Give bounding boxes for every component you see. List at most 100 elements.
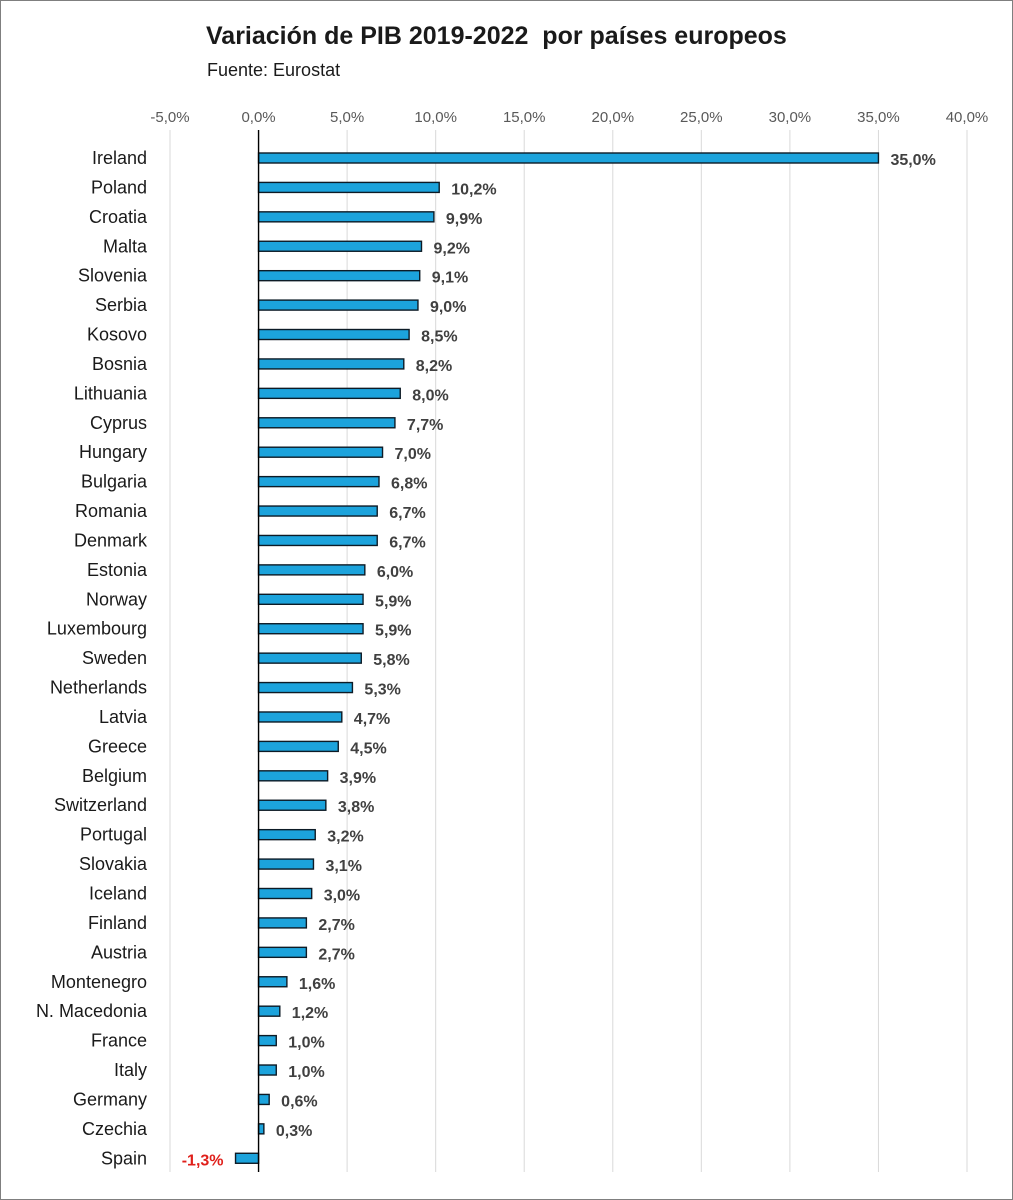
data-label: 6,8% bbox=[391, 476, 427, 493]
bar bbox=[257, 652, 362, 664]
bar bbox=[257, 505, 378, 517]
bar bbox=[234, 1152, 260, 1164]
bar bbox=[257, 711, 343, 723]
category-label: Germany bbox=[73, 1089, 147, 1109]
bar bbox=[257, 269, 421, 282]
category-label: Croatia bbox=[89, 207, 148, 227]
category-label: Switzerland bbox=[54, 795, 147, 815]
bar bbox=[257, 534, 378, 547]
data-label: 0,6% bbox=[281, 1093, 317, 1110]
data-label: 4,7% bbox=[354, 711, 390, 728]
data-label: 8,2% bbox=[416, 358, 452, 375]
category-label: Kosovo bbox=[87, 325, 147, 345]
bar bbox=[257, 211, 435, 223]
data-label: 3,1% bbox=[325, 858, 361, 875]
bar bbox=[257, 976, 288, 988]
category-label: Serbia bbox=[95, 295, 148, 315]
x-axis-ticks: -5,0% 0,0% 5,0% 10,0% 15,0% 20,0% 25,0% 30,0% 35… bbox=[150, 109, 988, 126]
data-label: 7,7% bbox=[407, 417, 443, 434]
bar bbox=[257, 828, 316, 841]
category-label: Bosnia bbox=[92, 354, 148, 374]
data-label: 3,8% bbox=[338, 799, 374, 816]
data-label: 6,7% bbox=[389, 534, 425, 551]
data-label: 3,9% bbox=[340, 770, 376, 787]
bar bbox=[257, 623, 364, 635]
bar bbox=[257, 152, 880, 164]
x-tick-label: -5,0% bbox=[150, 109, 189, 126]
category-label: Denmark bbox=[74, 530, 148, 550]
x-tick-label: 35,0% bbox=[857, 109, 900, 126]
data-label: 4,5% bbox=[350, 740, 386, 757]
data-label: -1,3% bbox=[182, 1152, 224, 1169]
bar bbox=[257, 799, 327, 811]
bar bbox=[257, 564, 366, 576]
data-label: 1,0% bbox=[288, 1064, 324, 1081]
category-label: Slovenia bbox=[78, 266, 148, 286]
bar bbox=[257, 475, 380, 488]
bar bbox=[257, 740, 339, 753]
category-label: Montenegro bbox=[51, 972, 147, 992]
data-label: 0,3% bbox=[276, 1123, 312, 1140]
category-label: Latvia bbox=[99, 707, 148, 727]
data-label: 8,0% bbox=[412, 387, 448, 404]
bar bbox=[257, 858, 315, 870]
bar bbox=[257, 946, 308, 959]
x-tick-label: 15,0% bbox=[503, 109, 546, 126]
category-label: Portugal bbox=[80, 825, 147, 845]
category-label: Sweden bbox=[82, 648, 147, 668]
category-label: Romania bbox=[75, 501, 148, 521]
data-label: 1,0% bbox=[288, 1035, 324, 1052]
x-tick-label: 20,0% bbox=[592, 109, 635, 126]
bar bbox=[257, 358, 405, 370]
bar bbox=[257, 770, 329, 782]
bar bbox=[257, 681, 354, 694]
category-label: Bulgaria bbox=[81, 472, 148, 492]
category-label: Belgium bbox=[82, 766, 147, 786]
data-label: 9,2% bbox=[433, 240, 469, 257]
data-label: 3,0% bbox=[324, 888, 360, 905]
bar bbox=[257, 387, 401, 400]
bar bbox=[257, 1123, 265, 1135]
data-label: 5,3% bbox=[364, 682, 400, 699]
x-tick-label: 25,0% bbox=[680, 109, 723, 126]
category-label: Slovakia bbox=[79, 854, 148, 874]
data-label: 5,8% bbox=[373, 652, 409, 669]
data-label: 10,2% bbox=[451, 181, 496, 198]
data-label: 1,6% bbox=[299, 976, 335, 993]
category-label: France bbox=[91, 1031, 147, 1051]
data-label: 5,9% bbox=[375, 623, 411, 640]
chart-title: Variación de PIB 2019-2022 por países eu… bbox=[206, 22, 787, 50]
category-label: Luxembourg bbox=[47, 619, 147, 639]
category-label: Czechia bbox=[82, 1119, 148, 1139]
category-label: Cyprus bbox=[90, 413, 147, 433]
category-labels: Ireland Poland Croatia Malta Slovenia Serbia K… bbox=[36, 148, 148, 1168]
gridlines bbox=[169, 130, 968, 1172]
bar bbox=[257, 181, 440, 194]
bar bbox=[257, 1034, 277, 1047]
category-label: Greece bbox=[88, 736, 147, 756]
x-tick-label: 30,0% bbox=[769, 109, 812, 126]
bar bbox=[257, 417, 396, 429]
data-labels: 35,0% 10,2% 9,9% 9,2% 9,1% 9,0% 8,5% 8,2% 8,0% 7,… bbox=[182, 152, 936, 1169]
bar bbox=[257, 240, 423, 252]
category-label: Poland bbox=[91, 177, 147, 197]
data-label: 2,7% bbox=[318, 946, 354, 963]
x-tick-label: 10,0% bbox=[414, 109, 457, 126]
bar bbox=[257, 917, 308, 929]
bar bbox=[257, 328, 410, 341]
category-label: Iceland bbox=[89, 884, 147, 904]
bar bbox=[257, 446, 384, 458]
bar bbox=[257, 1093, 270, 1106]
category-label: Italy bbox=[114, 1060, 147, 1080]
category-label: Lithuania bbox=[74, 383, 148, 403]
x-tick-label: 0,0% bbox=[241, 109, 275, 126]
category-label: Austria bbox=[91, 942, 148, 962]
bar bbox=[257, 887, 313, 900]
data-label: 6,7% bbox=[389, 505, 425, 522]
data-label: 9,0% bbox=[430, 299, 466, 316]
x-tick-label: 40,0% bbox=[946, 109, 989, 126]
data-label: 1,2% bbox=[292, 1005, 328, 1022]
data-label: 6,0% bbox=[377, 564, 413, 581]
data-label: 5,9% bbox=[375, 593, 411, 610]
